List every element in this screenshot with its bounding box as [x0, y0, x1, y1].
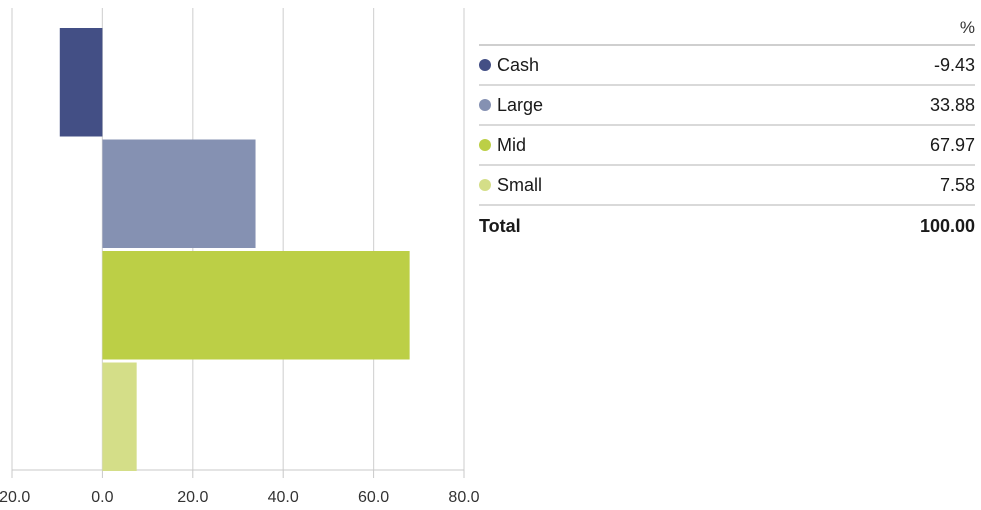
bar-chart: -20.0 0.0 20.0 40.0 60.0 80.0: [0, 0, 480, 510]
table-row-total: Total 100.00: [479, 206, 975, 246]
x-tick-label: 60.0: [358, 489, 389, 506]
small-dot-icon: [479, 179, 491, 191]
table-row-mid: Mid 67.97: [479, 126, 975, 166]
row-label: Mid: [497, 134, 527, 155]
x-tick-label: 0.0: [91, 489, 113, 506]
unit-label: %: [959, 18, 975, 37]
legend-table: % Cash -9.43 Large 33.88 Mid 67.97 Small…: [479, 12, 975, 246]
row-name: Cash: [479, 55, 539, 76]
mid-dot-icon: [479, 139, 491, 151]
table-row-large: Large 33.88: [479, 86, 975, 126]
table-header: %: [479, 12, 975, 46]
cash-dot-icon: [479, 59, 491, 71]
chart-canvas: -20.0 0.0 20.0 40.0 60.0 80.0: [0, 8, 480, 506]
bar-cash: [59, 28, 103, 137]
total-label: Total: [479, 215, 521, 236]
row-name: Mid: [479, 135, 526, 156]
row-label: Small: [497, 174, 543, 195]
x-tick-label: -20.0: [0, 489, 30, 506]
bar-mid: [102, 251, 410, 360]
row-label: Cash: [497, 54, 540, 75]
table-row-cash: Cash -9.43: [479, 46, 975, 86]
row-value: 7.58: [939, 174, 975, 195]
row-name: Small: [479, 175, 542, 196]
large-dot-icon: [479, 99, 491, 111]
total-value: 100.00: [919, 215, 975, 236]
x-tick-label: 80.0: [448, 489, 479, 506]
row-name: Large: [479, 95, 543, 116]
row-value: 67.97: [929, 134, 975, 155]
row-label: Large: [497, 94, 544, 115]
bar-small: [102, 362, 137, 471]
x-tick-label: 40.0: [268, 489, 299, 506]
bar-large: [102, 139, 256, 248]
row-value: 33.88: [929, 94, 975, 115]
table-row-small: Small 7.58: [479, 166, 975, 206]
x-tick-label: 20.0: [177, 489, 208, 506]
row-value: -9.43: [933, 54, 975, 75]
